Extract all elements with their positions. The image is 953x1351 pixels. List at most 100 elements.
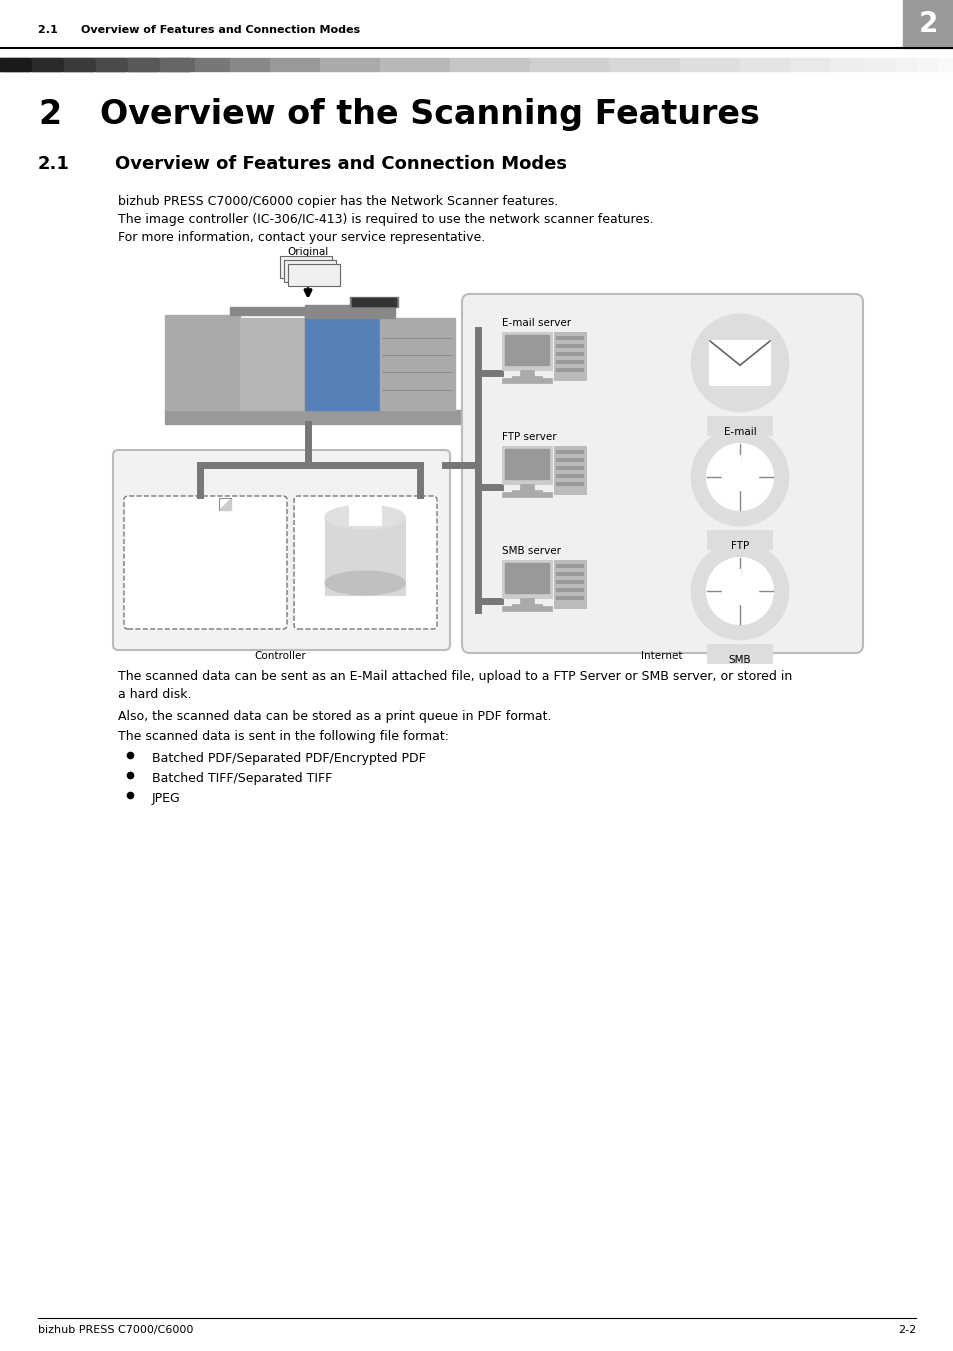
FancyBboxPatch shape [706,644,772,663]
Text: 2: 2 [918,9,937,38]
Text: FTP: FTP [730,540,748,551]
Bar [556,336,583,340]
Bar [194,58,230,72]
Bar [501,446,552,484]
Text: Original: Original [287,247,328,257]
Bar [894,58,917,72]
Bar [64,58,94,72]
Bar [379,317,455,409]
Bar [512,490,541,494]
Text: 2.1      Overview of Features and Connection Modes: 2.1 Overview of Features and Connection … [38,26,359,35]
Text: Internet: Internet [640,651,682,661]
Text: SMB: SMB [728,655,751,665]
Bar [160,58,194,72]
Bar [305,316,379,409]
Text: Overview of Features and Connection Modes: Overview of Features and Connection Mode… [115,155,566,173]
Bar [230,58,270,72]
Bar [721,462,758,490]
Bar [0,58,32,72]
Text: The scanned data is sent in the following file format:: The scanned data is sent in the followin… [118,730,449,743]
Bar [829,58,864,72]
Bar [0,0,953,49]
Bar [379,317,455,409]
FancyBboxPatch shape [124,496,287,630]
Bar [937,58,951,72]
Circle shape [691,430,787,526]
Bar [789,58,829,72]
Text: Hard Disk: Hard Disk [339,592,390,603]
Bar [450,58,530,72]
Bar [325,517,405,594]
Bar [305,316,379,409]
Bar [917,58,937,72]
Bar [721,569,740,577]
Text: 2.1: 2.1 [38,155,70,173]
Text: a hard disk.: a hard disk. [118,688,192,701]
Text: bizhub PRESS C7000/C6000 copier has the Network Scanner features.: bizhub PRESS C7000/C6000 copier has the … [118,195,558,208]
FancyBboxPatch shape [112,450,450,650]
FancyBboxPatch shape [706,416,772,436]
Bar [32,58,64,72]
Bar [556,450,583,454]
Bar [305,305,395,317]
Bar [556,458,583,462]
Bar [325,517,405,594]
Bar [556,482,583,486]
Bar [556,563,583,567]
Bar [554,332,585,380]
Bar [530,58,609,72]
Circle shape [706,558,772,624]
Bar [556,466,583,470]
Bar [519,598,534,604]
Bar [501,378,552,382]
Text: Batched PDF/Separated PDF/Encrypted PDF: Batched PDF/Separated PDF/Encrypted PDF [152,753,425,765]
Circle shape [691,315,787,411]
Bar [501,492,552,497]
Bar [270,58,319,72]
Circle shape [706,444,772,509]
Bar [556,580,583,584]
Bar [709,340,769,385]
Text: Also, the scanned data can be stored as a print queue in PDF format.: Also, the scanned data can be stored as … [118,711,551,723]
Bar [554,446,585,494]
Circle shape [691,543,787,639]
Bar [501,332,552,370]
Bar [556,571,583,576]
Bar [240,317,305,409]
Bar [230,307,305,315]
Text: SMB server: SMB server [501,546,560,557]
Bar [96,58,128,72]
Bar [175,509,231,578]
Bar [350,297,397,307]
Bar [128,58,158,72]
Bar [240,317,305,409]
Bar [721,455,740,463]
Text: 2-2: 2-2 [897,1325,915,1335]
Text: The image controller (IC-306/IC-413) is required to use the network scanner feat: The image controller (IC-306/IC-413) is … [118,213,653,226]
Text: Batched TIFF/Separated TIFF: Batched TIFF/Separated TIFF [152,771,332,785]
Text: FTP server: FTP server [501,432,556,442]
Text: QUEUE
(Print Job): QUEUE (Print Job) [178,590,230,613]
FancyBboxPatch shape [294,496,436,630]
Ellipse shape [325,571,405,594]
Bar [864,58,894,72]
Bar [0,58,30,72]
Text: 0: 0 [751,339,760,354]
Bar [128,58,160,72]
Ellipse shape [325,505,405,530]
Bar [504,449,548,480]
Polygon shape [219,499,231,509]
Bar [512,604,541,608]
Bar [609,58,679,72]
Bar [64,58,96,72]
Bar [740,58,789,72]
Bar [556,588,583,592]
Bar [165,409,459,424]
Text: Controller: Controller [253,651,306,661]
Bar [96,58,126,72]
Bar [379,58,450,72]
Text: E-mail: E-mail [723,427,756,436]
FancyBboxPatch shape [461,295,862,653]
Bar [519,370,534,376]
FancyBboxPatch shape [706,530,772,550]
